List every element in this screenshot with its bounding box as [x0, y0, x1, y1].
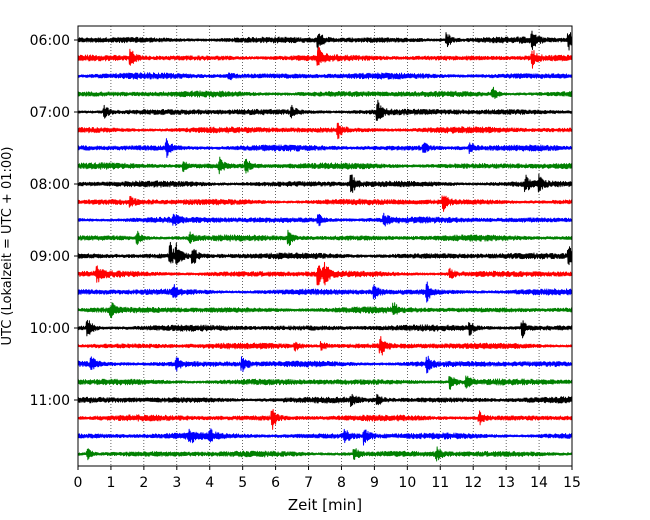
- x-tick-label: 12: [464, 475, 482, 491]
- x-tick-label: 10: [398, 475, 416, 491]
- x-tick-label: 4: [205, 475, 214, 491]
- y-tick-label: 10:00: [30, 321, 70, 337]
- x-tick-label: 5: [238, 475, 247, 491]
- trace-0900: [77, 241, 573, 266]
- trace-0730: [77, 138, 573, 158]
- y-axis-title: UTC (Lokalzeit = UTC + 01:00): [0, 147, 15, 346]
- trace-0700: [77, 99, 573, 121]
- x-tick-label: 3: [172, 475, 181, 491]
- trace-0830: [77, 212, 573, 227]
- trace-0945: [77, 302, 573, 319]
- trace-0715: [77, 122, 573, 140]
- x-tick-label: 2: [139, 475, 148, 491]
- trace-1030: [77, 355, 573, 374]
- y-tick-label: 11:00: [30, 393, 70, 409]
- trace-1045: [77, 375, 573, 390]
- x-axis-title: Zeit [min]: [288, 496, 362, 514]
- trace-group: [77, 30, 573, 462]
- trace-0930: [77, 281, 573, 303]
- x-tick-label: 6: [271, 475, 280, 491]
- x-tick-label: 0: [74, 475, 83, 491]
- x-tick-label: 1: [106, 475, 115, 491]
- trace-0915: [77, 261, 573, 286]
- y-tick-label: 08:00: [30, 177, 70, 193]
- x-tick-label: 14: [530, 475, 548, 491]
- x-tick-label: 13: [497, 475, 515, 491]
- trace-0845: [77, 229, 573, 246]
- y-tick-label: 06:00: [30, 33, 70, 49]
- y-axis: 06:00 07:00 08:00 09:00 10:00 11:00: [30, 33, 78, 409]
- y-tick-label: 07:00: [30, 105, 70, 121]
- trace-1115: [77, 409, 573, 430]
- trace-1000: [77, 319, 573, 339]
- trace-0745: [77, 156, 573, 175]
- trace-0815: [77, 195, 573, 212]
- y-tick-label: 09:00: [30, 249, 70, 265]
- trace-1015: [77, 336, 573, 356]
- x-tick-label: 11: [431, 475, 449, 491]
- x-tick-label: 7: [304, 475, 313, 491]
- trace-1130: [77, 428, 573, 446]
- x-grid: [110, 26, 540, 466]
- trace-0800: [77, 173, 573, 193]
- x-tick-label: 15: [563, 475, 581, 491]
- x-axis: 0 1 2 3 4 5 6 7 8 9 10 11 12 13 14 15: [74, 466, 581, 491]
- x-tick-label: 9: [370, 475, 379, 491]
- trace-0600: [77, 30, 573, 53]
- x-tick-label: 8: [337, 475, 346, 491]
- trace-1100: [77, 393, 573, 408]
- trace-0645: [77, 86, 573, 99]
- trace-1145: [77, 446, 573, 462]
- trace-0615: [77, 46, 573, 69]
- trace-0630: [77, 72, 573, 81]
- plot-frame: [77, 25, 573, 467]
